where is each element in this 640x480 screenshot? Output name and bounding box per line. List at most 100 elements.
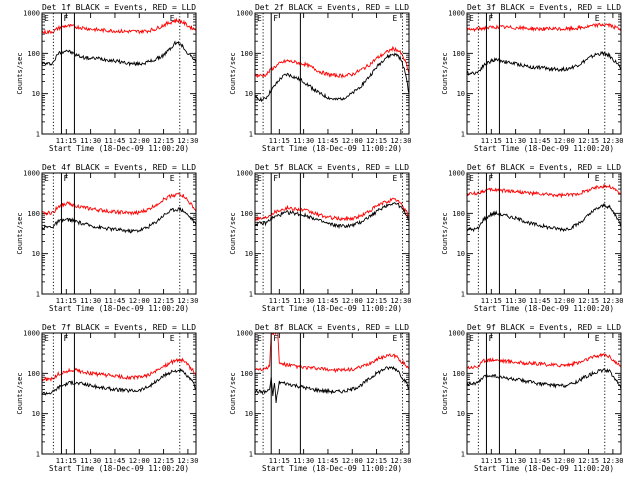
interval-marker-label: E bbox=[257, 14, 262, 23]
chart-title: Det 4f BLACK = Events, RED = LLD bbox=[42, 163, 196, 172]
x-axis-label: Start Time (18-Dec-09 11:00:20) bbox=[474, 464, 614, 473]
x-tick-label: 11:15 bbox=[56, 297, 77, 305]
lld-series-line bbox=[42, 17, 196, 35]
chart-panel-2: Det 2f BLACK = Events, RED = LLD 1 10 100 10… bbox=[229, 3, 411, 153]
x-tick-label: 11:45 bbox=[529, 297, 550, 305]
x-tick-label: 12:30 bbox=[602, 297, 623, 305]
interval-marker-label: E bbox=[257, 174, 262, 183]
lld-series-line bbox=[42, 192, 196, 217]
x-tick-label: 11:30 bbox=[505, 297, 526, 305]
x-tick-label: 12:30 bbox=[390, 137, 411, 145]
interval-marker-label: E bbox=[44, 14, 49, 23]
x-tick-label: 11:15 bbox=[56, 137, 77, 145]
x-tick-label: 12:15 bbox=[366, 297, 387, 305]
x-tick-label: 12:30 bbox=[390, 457, 411, 465]
chart-panel-6: Det 6f BLACK = Events, RED = LLD 1 10 100 10… bbox=[441, 163, 623, 313]
x-tick-label: 11:30 bbox=[293, 137, 314, 145]
x-tick-label: 12:00 bbox=[129, 137, 150, 145]
events-series-line bbox=[467, 202, 621, 233]
events-series-line bbox=[42, 368, 196, 396]
interval-marker-label: E bbox=[595, 174, 600, 183]
x-tick-label: 12:00 bbox=[129, 457, 150, 465]
chart-panel-3: Det 3f BLACK = Events, RED = LLD 1 10 100 10… bbox=[441, 3, 623, 153]
x-tick-label: 11:45 bbox=[104, 137, 125, 145]
plot-frame bbox=[466, 12, 622, 135]
plot-frame bbox=[254, 12, 410, 135]
x-axis-label: Start Time (18-Dec-09 11:00:20) bbox=[262, 464, 402, 473]
interval-marker-label: F bbox=[63, 174, 68, 183]
interval-marker-label: F bbox=[488, 14, 493, 23]
y-axis-label: Counts/sec bbox=[441, 52, 449, 94]
interval-marker-label: F bbox=[273, 174, 278, 183]
y-tick-label: 1000 bbox=[23, 330, 40, 338]
plot-frame bbox=[41, 332, 197, 455]
x-tick-label: 11:15 bbox=[269, 297, 290, 305]
y-tick-label: 1000 bbox=[236, 170, 253, 178]
interval-marker-label: E bbox=[595, 14, 600, 23]
x-tick-label: 11:15 bbox=[481, 297, 502, 305]
interval-marker-label: E bbox=[170, 334, 175, 343]
x-tick-label: 11:45 bbox=[104, 297, 125, 305]
chart-title: Det 7f BLACK = Events, RED = LLD bbox=[42, 323, 196, 332]
x-axis-label: Start Time (18-Dec-09 11:00:20) bbox=[474, 304, 614, 313]
x-tick-label: 11:30 bbox=[80, 297, 101, 305]
chart-title: Det 8f BLACK = Events, RED = LLD bbox=[255, 323, 409, 332]
x-tick-label: 12:30 bbox=[177, 457, 198, 465]
lld-series-line bbox=[255, 333, 409, 374]
y-tick-label: 1 bbox=[36, 291, 40, 299]
y-tick-label: 100 bbox=[240, 370, 253, 378]
x-tick-label: 11:45 bbox=[529, 137, 550, 145]
interval-marker-label: E bbox=[257, 334, 262, 343]
x-tick-label: 11:45 bbox=[317, 297, 338, 305]
x-tick-label: 11:30 bbox=[505, 457, 526, 465]
interval-marker-label: F bbox=[273, 334, 278, 343]
y-tick-label: 10 bbox=[32, 410, 40, 418]
y-tick-label: 10 bbox=[457, 410, 465, 418]
x-tick-label: 12:15 bbox=[578, 457, 599, 465]
chart-panel-4: Det 4f BLACK = Events, RED = LLD 1 10 100 10… bbox=[16, 163, 198, 313]
y-tick-label: 10 bbox=[245, 250, 253, 258]
chart-title: Det 1f BLACK = Events, RED = LLD bbox=[42, 3, 196, 12]
y-tick-label: 100 bbox=[27, 210, 40, 218]
y-tick-label: 100 bbox=[27, 50, 40, 58]
x-tick-label: 12:30 bbox=[602, 137, 623, 145]
interval-marker-label: E bbox=[595, 334, 600, 343]
x-axis-label: Start Time (18-Dec-09 11:00:20) bbox=[49, 304, 189, 313]
x-tick-label: 12:00 bbox=[129, 297, 150, 305]
x-tick-label: 12:00 bbox=[342, 297, 363, 305]
x-tick-label: 11:15 bbox=[481, 137, 502, 145]
plot-frame bbox=[466, 332, 622, 455]
x-tick-label: 12:00 bbox=[342, 137, 363, 145]
x-tick-label: 11:30 bbox=[80, 137, 101, 145]
events-series-line bbox=[255, 52, 409, 103]
plot-frame bbox=[41, 172, 197, 295]
x-tick-label: 11:15 bbox=[269, 137, 290, 145]
x-tick-label: 12:15 bbox=[366, 137, 387, 145]
y-tick-label: 1000 bbox=[236, 330, 253, 338]
interval-marker-label: E bbox=[469, 14, 474, 23]
x-tick-label: 12:00 bbox=[554, 297, 575, 305]
lld-series-line bbox=[42, 357, 196, 382]
chart-title: Det 3f BLACK = Events, RED = LLD bbox=[467, 3, 621, 12]
x-tick-label: 11:45 bbox=[317, 457, 338, 465]
interval-marker-label: F bbox=[63, 14, 68, 23]
x-tick-label: 11:15 bbox=[481, 457, 502, 465]
y-tick-label: 10 bbox=[32, 250, 40, 258]
interval-marker-label: E bbox=[170, 14, 175, 23]
y-tick-label: 10 bbox=[32, 90, 40, 98]
events-series-line bbox=[467, 367, 621, 390]
y-tick-label: 100 bbox=[240, 210, 253, 218]
y-tick-label: 1000 bbox=[448, 170, 465, 178]
y-tick-label: 100 bbox=[452, 210, 465, 218]
plot-frame bbox=[466, 172, 622, 295]
events-series-line bbox=[42, 40, 196, 67]
y-tick-label: 1 bbox=[249, 291, 253, 299]
x-axis-label: Start Time (18-Dec-09 11:00:20) bbox=[49, 464, 189, 473]
interval-marker-label: E bbox=[44, 174, 49, 183]
x-tick-label: 11:30 bbox=[293, 457, 314, 465]
x-tick-label: 12:15 bbox=[578, 297, 599, 305]
y-tick-label: 10 bbox=[457, 90, 465, 98]
y-tick-label: 1 bbox=[461, 451, 465, 459]
x-tick-label: 11:30 bbox=[293, 297, 314, 305]
